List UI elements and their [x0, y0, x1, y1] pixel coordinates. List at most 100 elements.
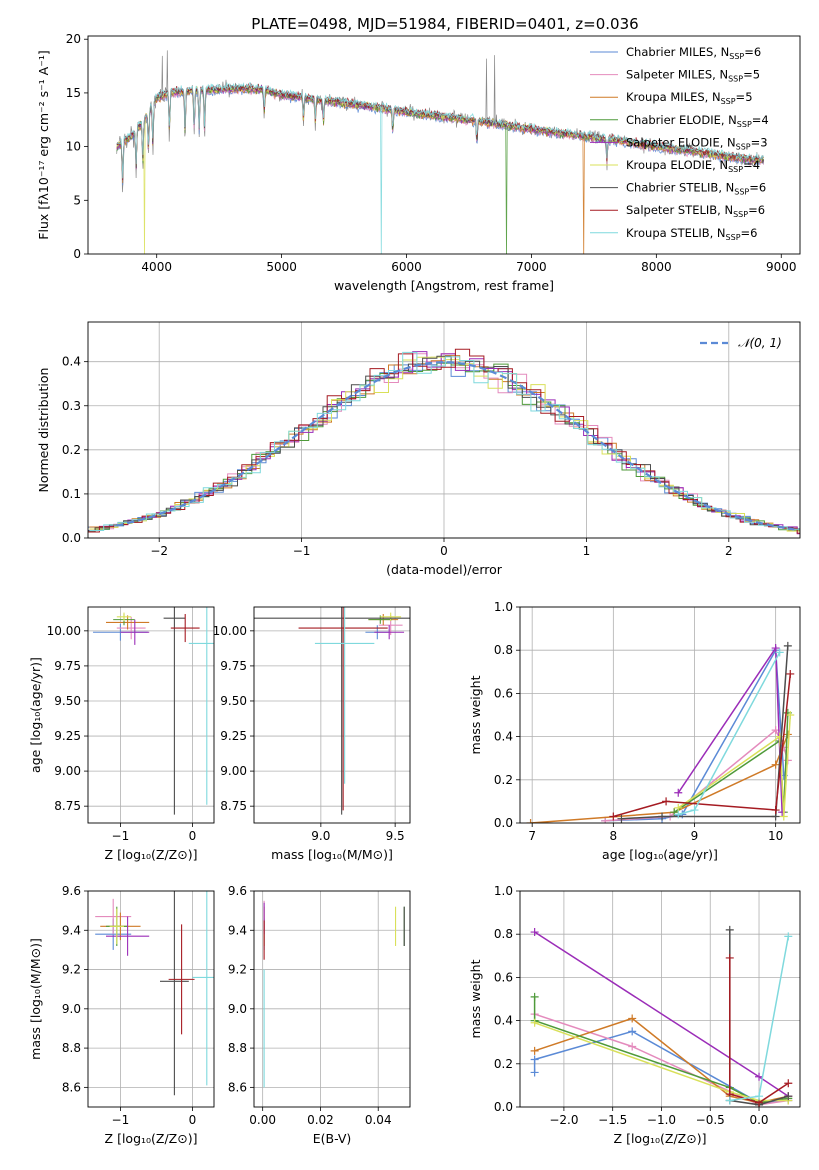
histogram-salpeter-stelib	[88, 348, 800, 534]
weight-marker	[530, 1046, 539, 1055]
errorbar-salpeter-elodie	[374, 625, 405, 640]
x-axis-label: Z [log₁₀(Z/Z⊙)]	[105, 847, 198, 862]
y-tick-label: 0.0	[494, 1100, 513, 1114]
legend-entry: Chabrier MILES, NSSP=6	[626, 45, 761, 61]
y-tick-label: 0.0	[494, 816, 513, 830]
y-tick-label: 1.0	[494, 600, 513, 614]
errorbar-kroupa-stelib	[188, 607, 214, 805]
y-tick-label: 9.2	[62, 963, 81, 977]
histogram-chabrier-stelib	[88, 355, 800, 532]
y-tick-label: 9.75	[220, 659, 247, 673]
x-tick-label: 9.0	[311, 829, 330, 843]
y-tick-label: 9.2	[228, 963, 247, 977]
y-tick-label: 8.6	[62, 1080, 81, 1094]
y-tick-label: 9.25	[220, 729, 247, 743]
weight-marker	[725, 925, 734, 934]
y-tick-label: 9.25	[54, 729, 81, 743]
panel-mass-vs-Z: −1 0 8.6 8.8 9.0 9.2 9.4 9.6 Z [log₁₀(Z/Z⊙)] mass…	[28, 884, 215, 1146]
y-tick-label: 9.4	[62, 923, 81, 937]
x-tick-label: 0	[189, 829, 197, 843]
weight-series-salpeter-stelib	[609, 669, 795, 821]
y-tick-label: 0.4	[494, 1014, 513, 1028]
y-tick-label: 0.4	[62, 355, 81, 369]
figure-title: PLATE=0498, MJD=51984, FIBERID=0401, z=0…	[251, 15, 638, 33]
y-tick-label: 8.8	[62, 1041, 81, 1055]
y-tick-label: 9.0	[228, 1002, 247, 1016]
x-tick-label: 8	[610, 829, 618, 843]
x-axis-label: Z [log₁₀(Z/Z⊙)]	[105, 1131, 198, 1146]
y-tick-label: 9.50	[220, 694, 247, 708]
y-axis-label: age [log₁₀(age/yr)]	[28, 657, 43, 773]
x-tick-label: −2.0	[549, 1113, 578, 1127]
legend-entry: Kroupa STELIB, NSSP=6	[626, 226, 758, 242]
weight-marker	[725, 953, 734, 962]
model-line-kroupa-stelib	[116, 81, 764, 254]
histogram-salpeter-miles	[88, 353, 800, 532]
errorbar-chabrier-stelib	[163, 607, 186, 815]
legend-entry: Chabrier STELIB, NSSP=6	[626, 181, 766, 197]
x-tick-label: 0.04	[365, 1113, 392, 1127]
panel-weight-vs-Z: −2.0 −1.5 −1.0 −0.5 0.0 0.0 0.2 0.4 0.6 0.8 1.0 Z […	[468, 884, 801, 1146]
y-axis-label: Normed distribution	[36, 368, 51, 493]
weight-marker	[771, 644, 780, 653]
weight-marker	[784, 932, 793, 941]
legend-entry: Kroupa MILES, NSSP=5	[626, 90, 753, 106]
panel-residuals: −2 −1 0 1 2 0.0 0.1 0.2 0.3 0.4 (data-model)/error…	[36, 321, 801, 577]
x-tick-label: 0.0	[749, 1113, 768, 1127]
weight-marker	[674, 788, 683, 797]
y-tick-label: 8.8	[228, 1041, 247, 1055]
x-axis-label: (data-model)/error	[386, 562, 503, 577]
x-tick-label: −2	[150, 544, 168, 558]
errorbar-kroupa-stelib	[314, 607, 375, 784]
legend-entry: Salpeter ELODIE, NSSP=3	[626, 135, 768, 151]
x-tick-label: 1	[583, 544, 591, 558]
y-tick-label: 9.75	[54, 659, 81, 673]
x-axis-label: Z [log₁₀(Z/Z⊙)]	[614, 1131, 707, 1146]
weight-marker	[530, 928, 539, 937]
weight-marker	[783, 730, 792, 739]
errorbar-chabrier-stelib	[160, 891, 189, 1096]
axes-frame	[253, 890, 411, 1108]
axes-frame	[519, 606, 801, 824]
y-tick-label: 9.00	[54, 764, 81, 778]
errorbar-salpeter-stelib	[298, 607, 388, 811]
axes-frame	[253, 606, 411, 824]
legend-entry: 𝒩(0, 1)	[738, 336, 782, 350]
weight-marker	[771, 806, 780, 815]
x-tick-label: 9	[691, 829, 699, 843]
weight-line	[677, 714, 792, 817]
x-tick-label: 0.02	[307, 1113, 334, 1127]
x-tick-label: 7000	[516, 260, 547, 274]
x-tick-label: −1.5	[598, 1113, 627, 1127]
x-tick-label: −1	[112, 1113, 130, 1127]
y-tick-label: 0	[73, 247, 81, 261]
weight-marker	[755, 1072, 764, 1081]
weight-marker	[609, 812, 618, 821]
x-tick-label: 10	[768, 829, 783, 843]
errorbar-kroupa-miles	[106, 615, 150, 630]
y-axis-label: mass weight	[468, 959, 483, 1038]
y-tick-label: 9.0	[62, 1002, 81, 1016]
plot-area	[254, 607, 410, 815]
plot-area	[263, 900, 405, 1088]
axes-frame	[87, 890, 215, 1108]
panel-spectrum: 4000 5000 6000 7000 8000 9000 0 5 10 15 20 waveleng…	[36, 32, 801, 293]
y-tick-label: 0.1	[62, 487, 81, 501]
legend-entry: Salpeter STELIB, NSSP=6	[626, 203, 765, 219]
x-tick-label: 5000	[266, 260, 297, 274]
x-tick-label: −1.0	[647, 1113, 676, 1127]
y-axis-label: Flux [fλ10⁻¹⁷ erg cm⁻² s⁻¹ A⁻¹]	[36, 50, 51, 239]
axes-frame	[87, 606, 215, 824]
panels: 4000 5000 6000 7000 8000 900005101520waveleng…	[28, 32, 801, 1146]
weight-marker	[628, 1027, 637, 1036]
y-tick-label: 9.6	[62, 884, 81, 898]
weight-marker	[674, 810, 683, 819]
weight-series-kroupa-miles	[526, 730, 792, 823]
y-tick-label: 8.75	[54, 799, 81, 813]
y-tick-label: 8.6	[228, 1080, 247, 1094]
weight-marker	[526, 819, 535, 823]
axes-frame	[519, 890, 801, 1108]
y-tick-label: 9.00	[220, 764, 247, 778]
errorbar-salpeter-elodie	[120, 619, 150, 645]
plot-area	[88, 348, 800, 535]
